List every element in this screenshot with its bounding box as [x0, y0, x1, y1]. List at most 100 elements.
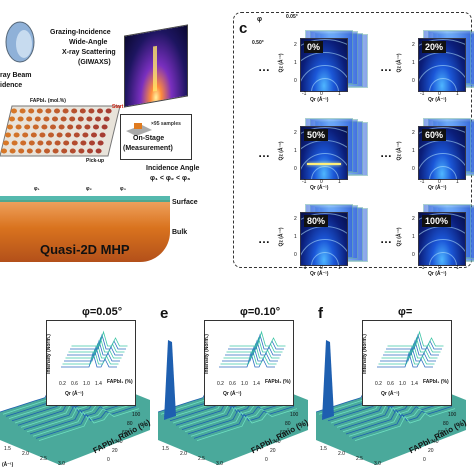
inset-trace — [61, 351, 117, 368]
surface-trace — [193, 406, 295, 439]
qz-tick: 1 — [412, 234, 415, 240]
sample-dot — [84, 124, 91, 130]
inset-tick: 0.2 — [59, 381, 66, 387]
sample-dot — [11, 140, 18, 146]
sample-dot — [48, 132, 54, 138]
qr-bottom-tick: 2.0 — [338, 451, 345, 457]
surface-trace — [187, 401, 289, 435]
inset-spectrum — [61, 330, 128, 368]
sample-dot — [97, 108, 103, 114]
start-label: Start — [112, 104, 124, 110]
sample-dot — [7, 124, 13, 130]
sample-dot — [77, 116, 84, 122]
sample-dot — [88, 108, 95, 114]
phi-value-label: φ= — [398, 306, 413, 318]
qr-axis-label: Qr (Å⁻¹) — [428, 271, 447, 277]
sample-dot — [54, 140, 61, 146]
inset-trace — [386, 333, 442, 350]
qr-bottom-tick: 2.5 — [356, 456, 363, 462]
sample-dot — [20, 140, 27, 146]
ellipsis-marker: … — [258, 60, 270, 74]
surface-trace — [32, 403, 134, 437]
sample-dot — [22, 132, 29, 138]
ratio-tick: 60 — [122, 430, 128, 436]
qr-tick: -1 — [302, 179, 307, 185]
sample-dot — [89, 140, 95, 146]
qr-bottom-tick: 1.5 — [4, 446, 11, 452]
angle-left-label: 0.50° — [252, 40, 264, 46]
sample-dot — [30, 132, 37, 138]
ratio-tick: 20 — [428, 448, 434, 454]
qz-tick: 2 — [294, 130, 297, 136]
phi3-label: φ₃ — [120, 186, 126, 192]
inset-xlabel: Qr (Å⁻¹) — [381, 391, 400, 397]
sample-dot — [56, 132, 63, 138]
phi1-label: φ₁ — [34, 186, 40, 192]
ratio-tick: 40 — [117, 439, 123, 445]
inset-tick: 0.6 — [71, 381, 78, 387]
sample-dot — [99, 132, 106, 138]
inset-trace — [381, 342, 438, 359]
qz-tick: 0 — [294, 78, 297, 84]
surface-trace — [345, 401, 447, 435]
surface-trace — [348, 403, 450, 437]
qz-tick: 0 — [412, 166, 415, 172]
qr-tick: 0 — [320, 265, 323, 271]
sample-dot — [32, 124, 39, 130]
sample-dot — [46, 140, 52, 146]
qr-tick: 0 — [438, 179, 441, 185]
diffraction-ring — [419, 213, 465, 265]
inset-trace — [380, 345, 436, 362]
sample-dot — [34, 116, 41, 122]
inset-trace — [222, 345, 278, 362]
qr-bottom-tick: 2.5 — [40, 456, 47, 462]
inset-spectrum — [219, 330, 286, 368]
sample-dot — [80, 140, 87, 146]
qz-tick: 2 — [412, 216, 415, 222]
surface-trace — [351, 406, 453, 439]
surface-spike — [322, 340, 334, 420]
composition-badge: 80% — [304, 215, 329, 227]
composition-badge: 20% — [422, 41, 447, 53]
sample-dot — [37, 140, 44, 146]
qz-tick: 0 — [294, 166, 297, 172]
qr-tick: -1 — [302, 91, 307, 97]
sample-dot — [95, 116, 101, 122]
sample-dot — [17, 116, 24, 122]
incidence-label-1: Incidence Angle — [146, 165, 200, 172]
sample-dot — [101, 124, 108, 130]
giwaxs-map: 60% — [418, 126, 466, 180]
diffraction-ring — [419, 39, 465, 91]
inset-trace — [229, 330, 286, 347]
sample-dot — [35, 148, 42, 154]
sample-dot — [97, 140, 104, 146]
qr-axis-label: Qr (Å⁻¹) — [310, 271, 329, 277]
angle-top-label: 0.05° — [286, 14, 298, 20]
qr-tick: -1 — [420, 265, 425, 271]
qr-bottom-tick: 3.0 — [216, 461, 223, 467]
sample-dot — [79, 108, 86, 114]
sample-dot — [24, 124, 31, 130]
surface-trace — [29, 401, 131, 435]
sample-dot — [93, 124, 99, 130]
sample-dot — [26, 116, 33, 122]
onstage-label-2: (Measurement) — [123, 145, 173, 152]
inset-trace — [378, 348, 435, 365]
giwaxs-map: 80% — [300, 212, 348, 266]
sample-dot — [19, 108, 26, 114]
inset-trace — [65, 342, 122, 359]
mhp-label: Quasi-2D MHP — [40, 242, 130, 257]
ratio-tick: 0 — [107, 457, 110, 463]
inset-trace — [68, 336, 125, 353]
inset-trace — [383, 339, 439, 356]
detector-image — [124, 24, 188, 108]
inset-trace — [225, 339, 281, 356]
ellipsis-marker: … — [380, 146, 392, 160]
xray-source-icon — [5, 21, 35, 63]
phi2-label: φ₂ — [86, 186, 92, 192]
ratio-tick: 60 — [438, 430, 444, 436]
composition-badge: 100% — [422, 215, 452, 227]
panel-c-letter: c — [239, 20, 248, 37]
qz-tick: 2 — [294, 42, 297, 48]
sample-dot — [87, 148, 93, 154]
